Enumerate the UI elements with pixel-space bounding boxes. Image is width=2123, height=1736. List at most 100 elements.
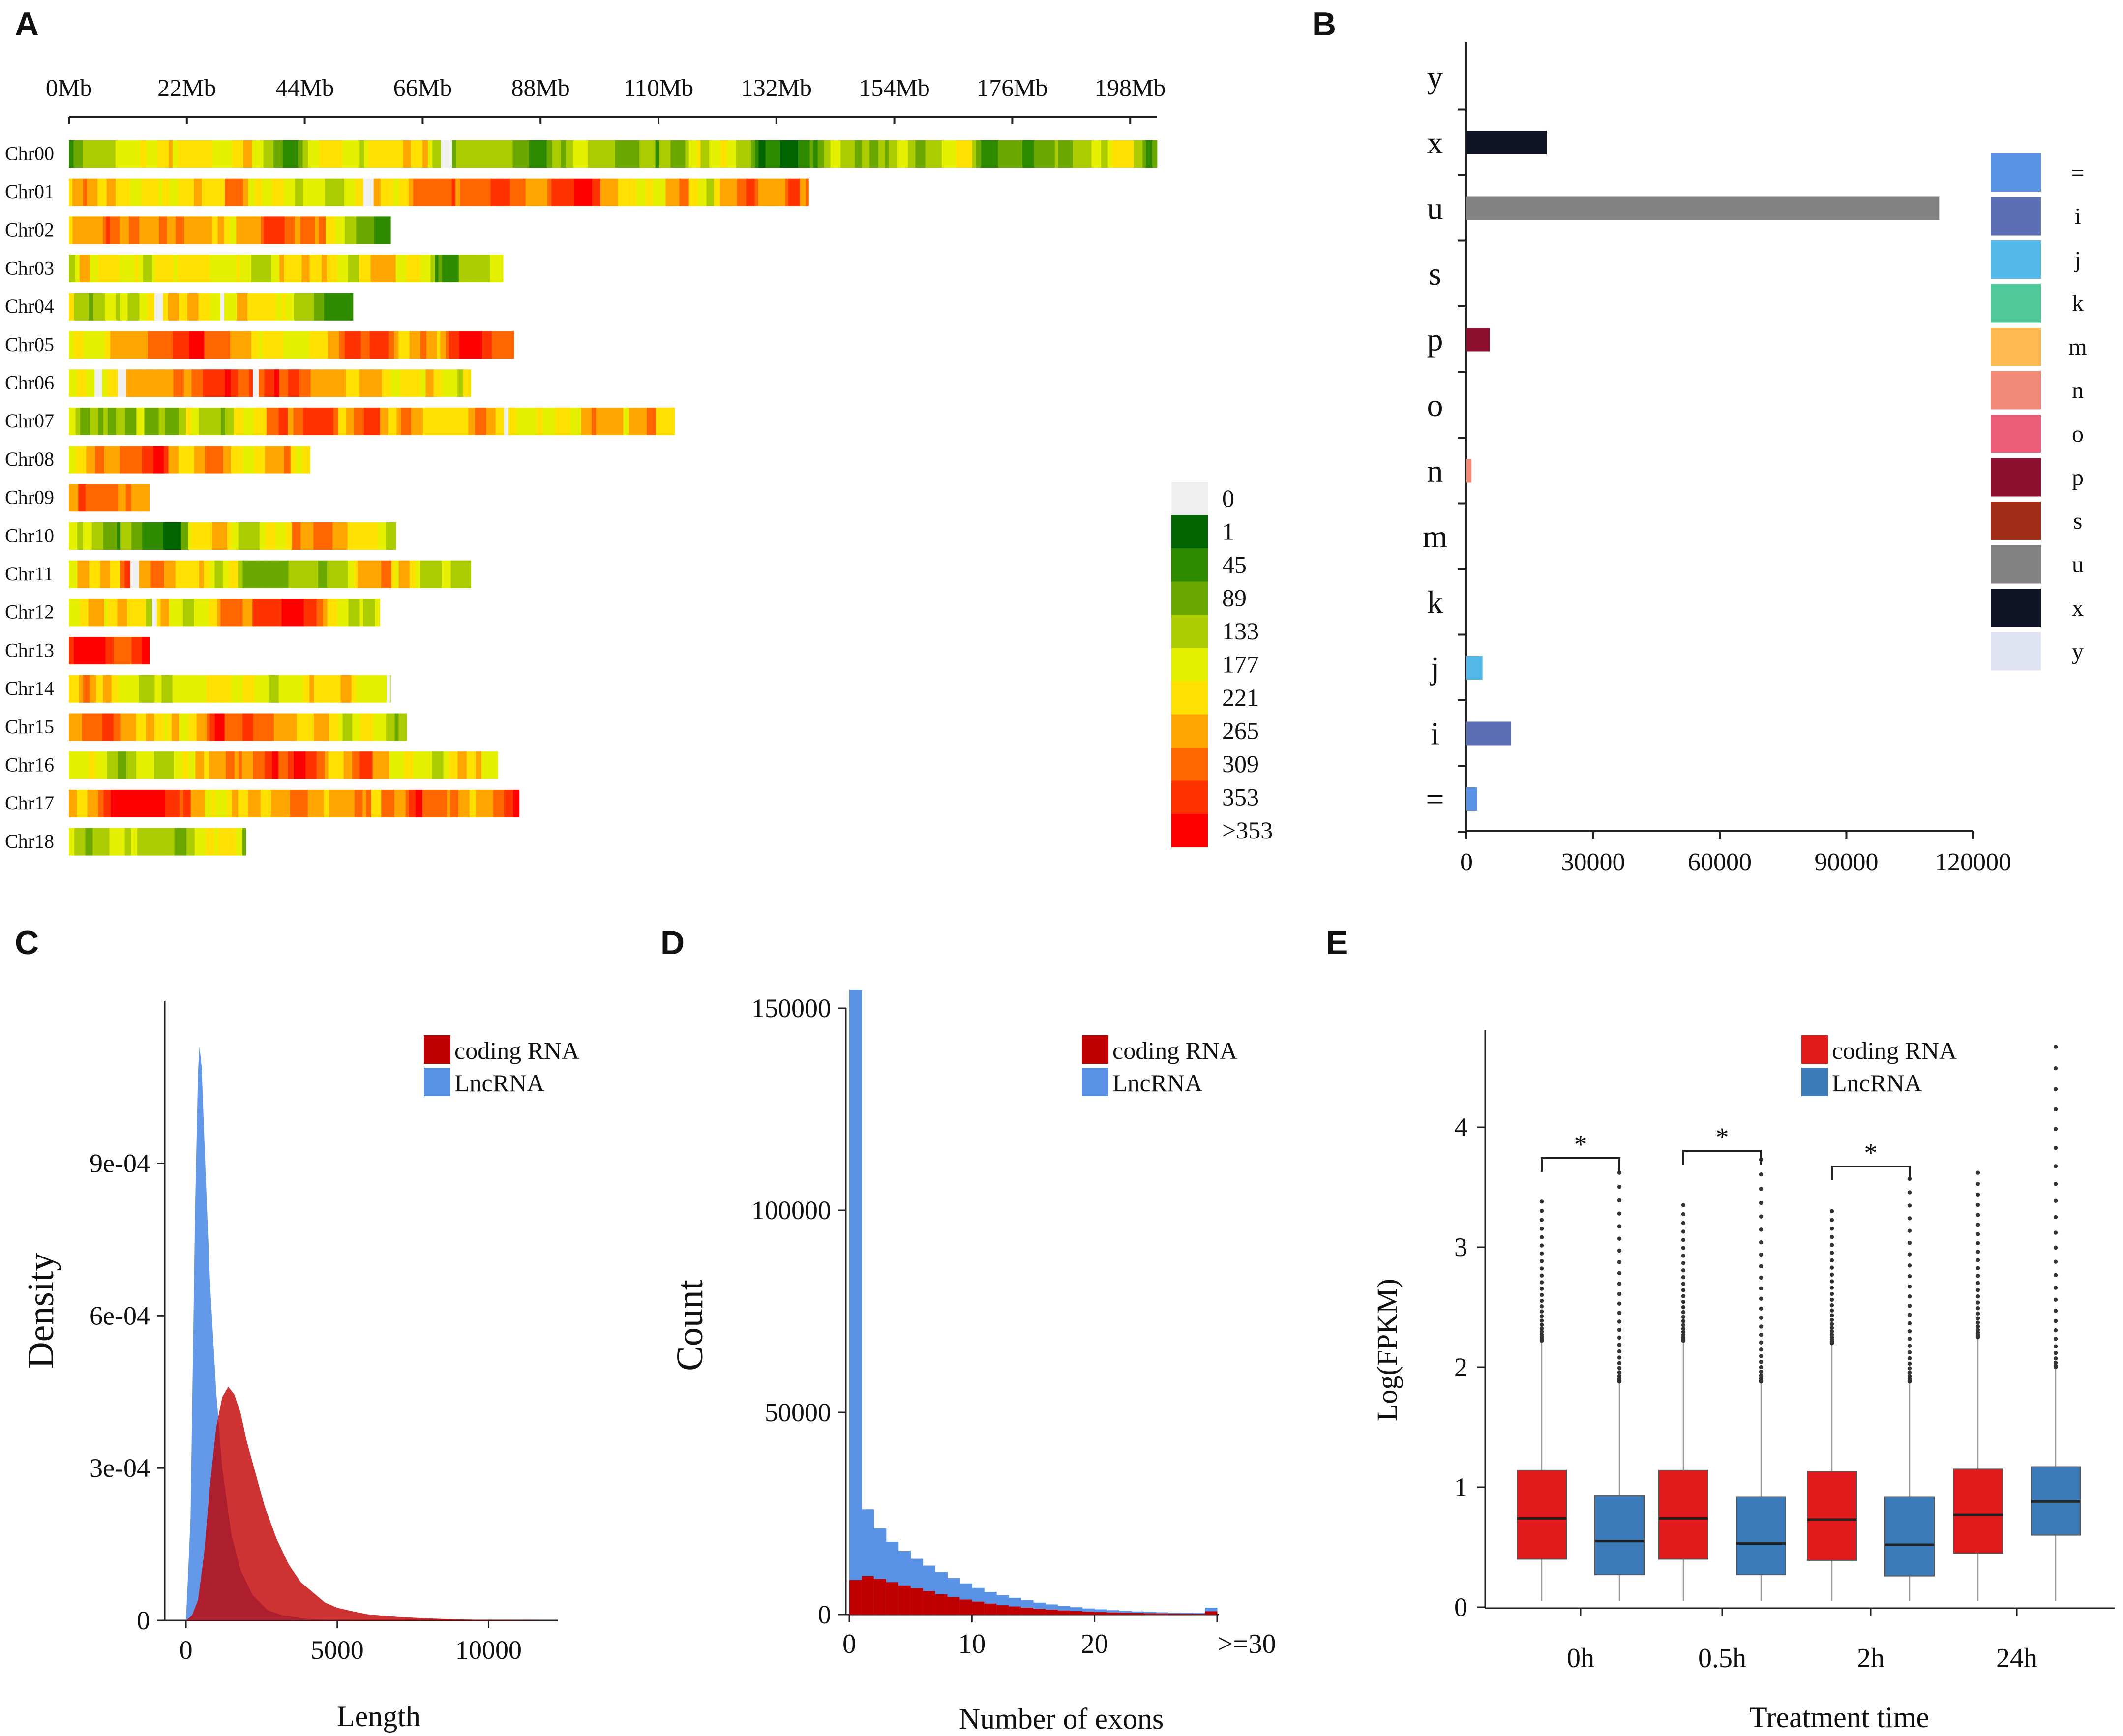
chromosome-segment — [333, 140, 343, 168]
lncrna-box-outlier-point — [2053, 1360, 2058, 1365]
panel-b-class-code-bar-chart: 0 30000 60000 90000 120000=ijkmnopsuxy=ijkmn… — [1422, 42, 2087, 876]
chromosome-segment — [118, 369, 127, 397]
chromosome-segment — [69, 675, 80, 703]
chromosome-segment — [389, 522, 396, 550]
chromosome-segment — [286, 599, 292, 627]
lncrna-box-outlier-point — [1617, 1291, 1622, 1296]
chromosome-segment — [83, 178, 88, 206]
chromosome-segment — [149, 637, 150, 665]
chromosome-segment — [303, 407, 312, 435]
chromosome-segment — [369, 522, 378, 550]
lncrna-box-outlier-point — [1907, 1366, 1912, 1371]
chromosome-segment — [618, 407, 624, 435]
chromosome-segment — [981, 140, 991, 168]
chromosome-segment — [69, 293, 74, 321]
lncrna-box — [1736, 1496, 1786, 1576]
chromosome-segment — [305, 522, 314, 550]
chromosome-segment — [150, 407, 159, 435]
chromosome-segment — [508, 407, 517, 435]
chromosome-segment — [278, 675, 291, 703]
coding-rna-box-outlier-point — [1539, 1326, 1544, 1331]
lncrna-box-outlier-point — [1759, 1365, 1764, 1370]
chromosome-bar — [69, 369, 472, 397]
panel-e-x-axis-title: Treatment time — [1749, 1701, 1929, 1734]
chromosome-segment — [519, 178, 526, 206]
chromosome-segment — [375, 599, 380, 627]
chromosome-segment — [303, 599, 311, 627]
heatmap-legend-swatch — [1171, 648, 1208, 682]
chromosome-segment — [897, 140, 908, 168]
coding-rna-histogram-bar — [935, 1594, 948, 1615]
chromosome-segment — [92, 828, 97, 856]
chromosome-segment — [623, 407, 629, 435]
coding-rna-box-outlier-point — [1539, 1287, 1544, 1291]
chromosome-segment — [359, 599, 363, 627]
chromosome-segment — [376, 675, 387, 703]
chromosome-segment — [451, 255, 459, 283]
chromosome-segment — [779, 140, 786, 168]
panel-b-legend-label: m — [2068, 334, 2087, 360]
lncrna-box-outlier-point — [2053, 1107, 2058, 1111]
chromosome-segment — [379, 599, 380, 627]
chromosome-segment — [116, 293, 121, 321]
chromosome-segment — [126, 369, 135, 397]
panel-c-legend-swatch — [424, 1068, 450, 1096]
chromosome-segment — [388, 178, 393, 206]
coding-rna-histogram-bar — [1168, 1614, 1181, 1615]
panel-a-tick-label: 176Mb — [977, 74, 1047, 101]
lncrna-box-outlier-point — [2053, 1297, 2058, 1302]
chromosome-segment — [618, 178, 627, 206]
panel-b-legend-label: = — [2071, 160, 2084, 186]
coding-rna-histogram-bar — [1033, 1609, 1046, 1615]
coding-rna-box-outlier-point — [1539, 1259, 1544, 1263]
chromosome-segment — [273, 331, 284, 359]
chromosome-segment — [785, 178, 789, 206]
chromosome-segment — [85, 828, 93, 856]
chromosome-segment — [195, 675, 207, 703]
coding-rna-box-outlier-point — [1975, 1306, 1980, 1311]
chromosome-segment — [217, 751, 226, 779]
chromosome-segment — [284, 216, 295, 244]
panel-label-a: A — [15, 5, 39, 43]
chromosome-segment — [148, 331, 160, 359]
chromosome-segment — [259, 522, 267, 550]
lncrna-histogram-bar — [1168, 1613, 1181, 1615]
chromosome-segment — [1091, 140, 1102, 168]
lncrna-box-outlier-point — [2053, 1182, 2058, 1186]
chromosome-segment — [214, 828, 219, 856]
chromosome-segment — [372, 751, 377, 779]
chromosome-segment — [254, 446, 266, 474]
chromosome-segment — [136, 751, 145, 779]
lncrna-histogram-bar — [1131, 1611, 1144, 1615]
chromosome-segment — [382, 369, 391, 397]
chromosome-segment — [393, 178, 399, 206]
chromosome-segment — [169, 599, 173, 627]
lncrna-box-outlier-point — [1617, 1370, 1622, 1375]
chromosome-segment — [69, 255, 76, 283]
chromosome-segment — [204, 331, 214, 359]
chromosome-segment — [285, 293, 295, 321]
chromosome-segment — [234, 751, 239, 779]
chromosome-segment — [224, 675, 231, 703]
chromosome-segment — [381, 560, 392, 588]
chromosome-segment — [626, 178, 637, 206]
chromosome-segment — [531, 178, 539, 206]
chromosome-segment — [168, 293, 179, 321]
panel-c-x-tick-label: 5000 — [311, 1635, 364, 1665]
chromosome-segment — [128, 446, 133, 474]
panel-b-legend-label: n — [2072, 378, 2084, 404]
chromosome-segment — [346, 407, 355, 435]
chromosome-segment — [303, 675, 310, 703]
chromosome-segment — [190, 216, 202, 244]
chromosome-bar — [69, 522, 396, 550]
chromosome-segment — [294, 331, 302, 359]
chromosome-segment — [1022, 140, 1034, 168]
coding-rna-box-outlier-point — [1681, 1330, 1686, 1334]
lncrna-box-outlier-point — [1907, 1203, 1912, 1208]
panel-d-x-tick-label: >=30 — [1217, 1629, 1276, 1659]
chromosome-segment — [125, 255, 136, 283]
chromosome-segment — [413, 751, 419, 779]
coding-rna-box-outlier-point — [1829, 1265, 1834, 1270]
chromosome-segment — [157, 140, 170, 168]
chromosome-segment — [388, 407, 397, 435]
